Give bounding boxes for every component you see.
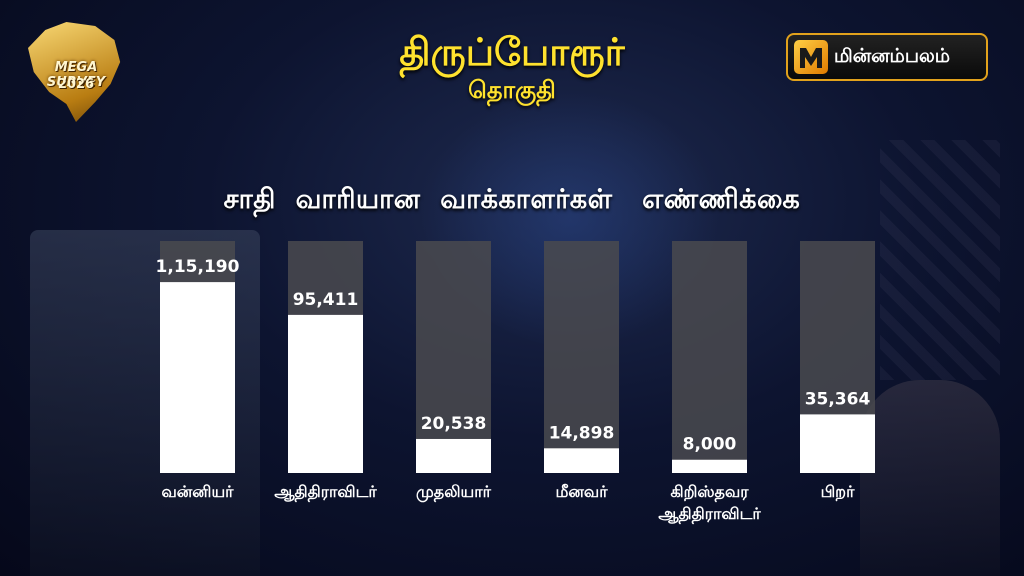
bar [288,314,363,473]
bar [416,438,491,473]
logo-line-1: MEGA SURVEY [46,60,106,90]
brand-badge: மின்னம்பலம் [786,33,988,81]
bar [160,282,235,473]
category-label: மீனவர் [555,482,608,501]
bar-value-label: 1,15,190 [156,257,240,277]
bar [544,448,619,473]
brand-name: மின்னம்பலம் [834,45,951,67]
bar-value-label: 20,538 [421,414,487,434]
bar-value-label: 95,411 [293,290,359,310]
category-label: வன்னியர் [161,482,234,501]
constituency-title: திருப்போரூர் [399,30,625,74]
minnambalam-logo-icon [794,40,828,74]
bar [672,459,747,473]
category-label: முதலியார் [416,482,492,502]
bar-value-label: 8,000 [683,435,737,455]
bar-track [544,241,619,473]
category-label: கிறிஸ்தவர [670,482,749,502]
category-label: ஆதிதிராவிடர் [658,504,761,524]
bar-track [672,241,747,473]
bar [800,414,875,473]
category-label: ஆதிதிராவிடர் [274,482,377,502]
bar-value-label: 14,898 [549,423,615,443]
category-label: பிறர் [821,482,855,501]
bar-track [416,241,491,473]
bar-value-label: 35,364 [805,389,871,409]
logo-line-2: 2026 [57,77,95,92]
constituency-subtitle: தொகுதி [468,76,556,104]
chart-title: சாதி வாரியான வாக்காளர்கள் எண்ணிக்கை [223,184,801,215]
mega-survey-logo: MEGA SURVEY 2026 [28,22,124,122]
